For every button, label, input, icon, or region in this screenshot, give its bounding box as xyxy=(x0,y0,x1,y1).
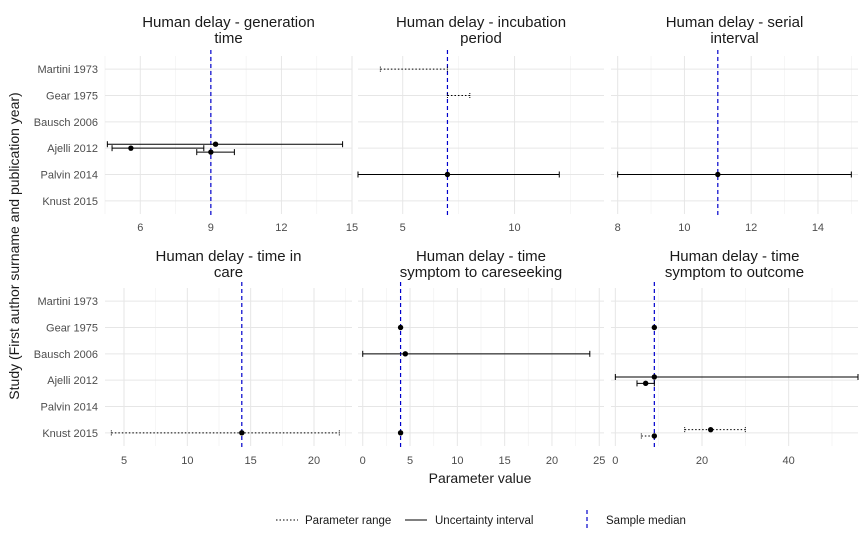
point-estimate xyxy=(239,430,245,436)
panel-title-line: symptom to outcome xyxy=(665,264,804,281)
x-tick-label: 10 xyxy=(181,455,193,467)
x-tick-label: 5 xyxy=(121,455,127,467)
panel-title-line: Human delay - incubation xyxy=(396,14,566,31)
x-tick-label: 20 xyxy=(546,455,558,467)
point-estimate xyxy=(208,149,214,155)
panels: Human delay - generation time 6 9 12 15 Martin… xyxy=(34,14,859,467)
panel-title-line: time xyxy=(214,30,242,47)
x-tick-label: 10 xyxy=(451,455,463,467)
panel-5: Human delay - time symptom to careseeking… xyxy=(358,248,605,467)
x-tick-label: 0 xyxy=(612,455,618,467)
x-tick-label: 6 xyxy=(137,222,143,234)
panel-title: Human delay - generation time xyxy=(142,14,315,47)
point-estimate xyxy=(397,324,404,331)
panel-4: Human delay - time in care 5 10 15 20 Martini … xyxy=(34,248,352,467)
legend: Parameter range Uncertainty interval Sam… xyxy=(276,510,686,530)
y-tick-label: Knust 2015 xyxy=(42,428,98,440)
panel-title-line: interval xyxy=(710,30,758,47)
point-estimate xyxy=(444,171,451,178)
panel-title: Human delay - time in care xyxy=(156,248,302,281)
panel-6: Human delay - time symptom to outcome 0 20 4… xyxy=(611,248,859,467)
x-tick-label: 20 xyxy=(696,455,708,467)
panel-title-line: symptom to careseeking xyxy=(400,264,563,281)
panel-title-line: Human delay - generation xyxy=(142,14,315,31)
x-tick-label: 20 xyxy=(308,455,320,467)
y-tick-label: Bausch 2006 xyxy=(34,117,98,129)
y-tick-label: Ajelli 2012 xyxy=(47,375,98,387)
panel-title: Human delay - time symptom to careseeking xyxy=(400,248,563,281)
panel-title-line: Human delay - time in xyxy=(156,248,302,265)
x-tick-label: 15 xyxy=(245,455,257,467)
panel-title-line: care xyxy=(214,264,243,281)
x-tick-label: 5 xyxy=(407,455,413,467)
panel-title-line: Human delay - time xyxy=(669,248,799,265)
x-tick-label: 5 xyxy=(400,222,406,234)
y-tick-label: Gear 1975 xyxy=(46,91,98,103)
panel-3: Human delay - serial interval 8 10 12 14 xyxy=(611,14,858,234)
panel-title-line: Human delay - time xyxy=(416,248,546,265)
panel-title: Human delay - serial interval xyxy=(666,14,804,47)
x-tick-label: 12 xyxy=(745,222,757,234)
x-axis-title: Parameter value xyxy=(429,470,532,486)
x-tick-label: 40 xyxy=(783,455,795,467)
x-tick-label: 12 xyxy=(275,222,287,234)
x-tick-label: 9 xyxy=(208,222,214,234)
x-tick-label: 25 xyxy=(593,455,605,467)
x-tick-label: 0 xyxy=(360,455,366,467)
panel-title: Human delay - time symptom to outcome xyxy=(665,248,804,281)
x-tick-label: 8 xyxy=(615,222,621,234)
panel-2: Human delay - incubation period 5 10 xyxy=(357,14,604,234)
panel-title-line: period xyxy=(460,30,502,47)
x-tick-label: 15 xyxy=(499,455,511,467)
x-tick-label: 10 xyxy=(508,222,520,234)
y-tick-label: Ajelli 2012 xyxy=(47,143,98,155)
point-estimate xyxy=(128,145,134,151)
point-estimate xyxy=(212,141,219,147)
point-estimate xyxy=(651,374,658,380)
y-tick-label: Knust 2015 xyxy=(42,196,98,208)
panel-title: Human delay - incubation period xyxy=(396,14,566,47)
y-tick-label: Bausch 2006 xyxy=(34,349,98,361)
y-tick-label: Palvin 2014 xyxy=(41,402,99,414)
panel-title-line: Human delay - serial xyxy=(666,14,804,31)
x-tick-label: 10 xyxy=(678,222,690,234)
point-estimate xyxy=(707,426,714,433)
y-tick-label: Gear 1975 xyxy=(46,323,98,335)
point-estimate xyxy=(651,433,658,439)
point-estimate xyxy=(402,351,409,357)
panel-1: Human delay - generation time 6 9 12 15 Martin… xyxy=(34,14,358,234)
legend-uncertainty-label: Uncertainty interval xyxy=(435,515,533,527)
point-estimate xyxy=(642,380,649,387)
y-tick-label: Martini 1973 xyxy=(37,64,98,76)
x-tick-label: 15 xyxy=(346,222,358,234)
point-estimate xyxy=(715,171,721,178)
point-estimate xyxy=(397,430,404,436)
legend-median-label: Sample median xyxy=(606,515,686,527)
y-tick-label: Martini 1973 xyxy=(37,296,98,308)
x-tick-label: 14 xyxy=(812,222,824,234)
y-axis-title: Study (First author surname and publicat… xyxy=(6,92,22,399)
legend-range-label: Parameter range xyxy=(305,515,391,527)
point-estimate xyxy=(651,324,658,331)
y-tick-label: Palvin 2014 xyxy=(41,170,99,182)
